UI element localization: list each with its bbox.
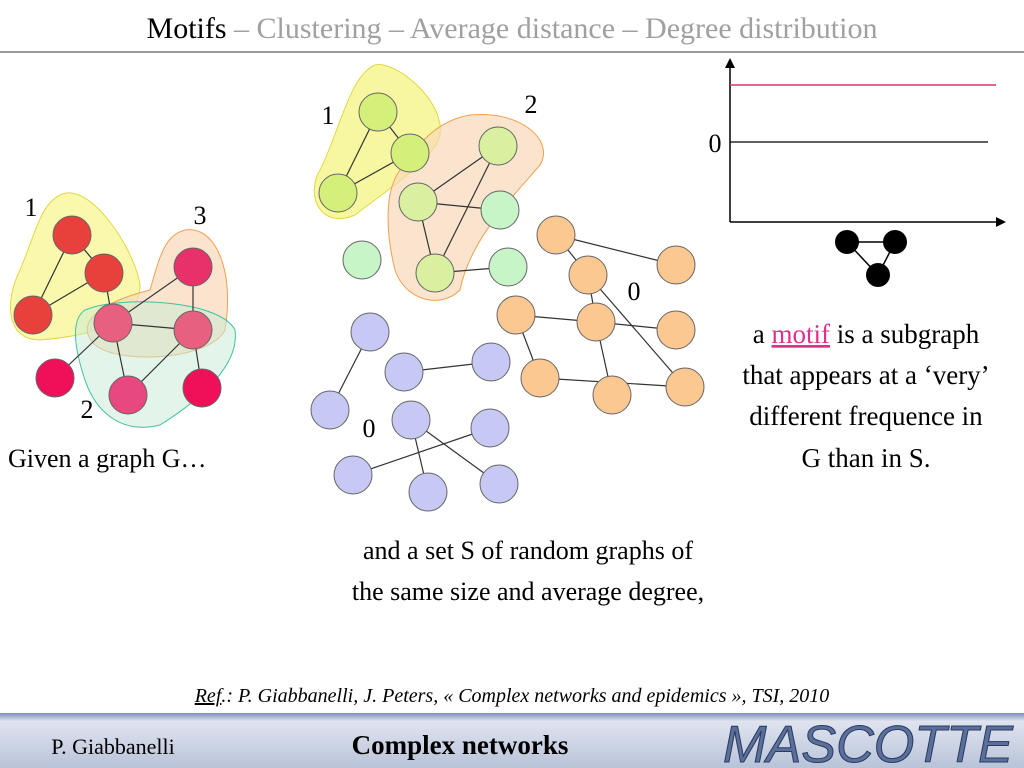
- definition-term: motif: [772, 319, 831, 349]
- reference-label: Ref: [194, 685, 224, 707]
- definition-line: G than in S.: [801, 443, 930, 473]
- footer-author: P. Giabbanelli: [51, 734, 174, 759]
- title-rest: – Clustering – Average distance – Degree…: [227, 12, 878, 45]
- footer-logo: MASCOTTE: [723, 716, 1014, 768]
- definition-line: different frequence in: [749, 401, 983, 431]
- motif-label: 1: [25, 193, 38, 222]
- caption: and a set S of random graphs of: [363, 536, 693, 565]
- motif-label: 2: [81, 395, 94, 424]
- motif-label: 0: [363, 414, 376, 443]
- graph-g: [10, 192, 236, 428]
- random-graphs: [310, 64, 705, 512]
- title: Motifs – Clustering – Average distance –…: [147, 12, 878, 45]
- reference: Ref.: P. Giabbanelli, J. Peters, « Compl…: [194, 685, 830, 707]
- motif-label: 1: [322, 101, 335, 130]
- axis-zero: 0: [709, 129, 722, 158]
- caption: Given a graph G…: [8, 444, 207, 473]
- frequency-chart: [725, 58, 1006, 287]
- reference-text: .: P. Giabbanelli, J. Peters, « Complex …: [221, 685, 829, 707]
- title-main: Motifs: [147, 12, 227, 45]
- motif-label: 2: [525, 90, 538, 119]
- definition-prefix: a: [753, 319, 772, 349]
- footer-course: Complex networks: [352, 730, 569, 760]
- motif-label: 0: [628, 277, 641, 306]
- definition-line: that appears at a ‘very’: [742, 360, 989, 390]
- definition: a motif is a subgraph: [753, 319, 980, 349]
- caption: the same size and average degree,: [352, 577, 704, 606]
- footer-band: [0, 713, 1024, 768]
- definition-suffix: is a subgraph: [830, 319, 980, 349]
- motif-label: 3: [194, 201, 207, 230]
